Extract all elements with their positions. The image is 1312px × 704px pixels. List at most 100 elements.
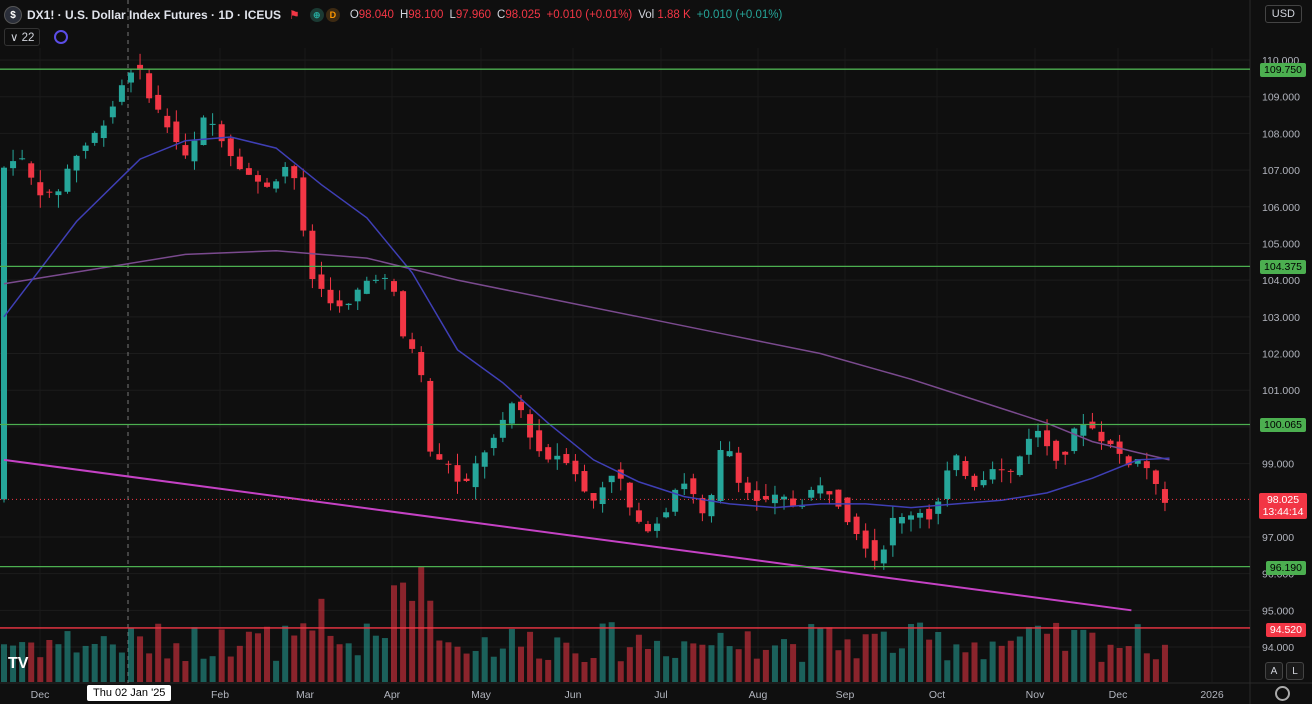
- volume-bar: [381, 638, 388, 682]
- candle-body: [218, 124, 225, 142]
- candle-body: [155, 94, 162, 110]
- candle-body: [409, 339, 416, 349]
- volume-bar: [427, 600, 434, 682]
- candle-body: [1, 167, 7, 500]
- candle-body: [91, 132, 98, 143]
- volume-bar: [409, 600, 416, 682]
- volume-bar: [37, 657, 44, 682]
- volume-bar: [1089, 632, 1096, 682]
- y-tick-label: 103.000: [1262, 312, 1300, 324]
- volume-bar: [1025, 627, 1032, 682]
- candle-body: [753, 490, 760, 501]
- candle-body: [363, 280, 370, 294]
- candle-body: [853, 516, 860, 535]
- volume-bar: [635, 634, 642, 682]
- candle-body: [889, 517, 896, 546]
- y-tick-label: 107.000: [1262, 165, 1300, 177]
- candle-body: [1071, 428, 1078, 452]
- moving-average-fast: [3, 136, 1170, 509]
- candle-body: [1034, 430, 1041, 438]
- candle-body: [998, 469, 1005, 471]
- volume-bar: [735, 649, 742, 682]
- candle-body: [381, 277, 388, 279]
- volume-bar: [1107, 644, 1114, 682]
- candle-body: [608, 475, 615, 483]
- candle-body: [37, 182, 44, 196]
- candle-body: [572, 460, 579, 475]
- volume-bar: [527, 631, 534, 682]
- chart-header: $ DX1! · U.S. Dollar Index Futures · 1D …: [4, 4, 782, 26]
- exchange-badge-icon[interactable]: ⊕: [309, 8, 324, 22]
- candle-body: [862, 530, 869, 549]
- candle-body: [672, 489, 679, 512]
- candle-body: [1080, 424, 1087, 436]
- volume-bar: [436, 640, 443, 682]
- delayed-badge-icon[interactable]: D: [325, 8, 340, 22]
- candle-body: [499, 419, 506, 438]
- log-scale-button[interactable]: L: [1286, 662, 1304, 680]
- y-tick-label: 106.000: [1262, 202, 1300, 214]
- volume-bar: [708, 645, 715, 682]
- currency-selector[interactable]: USD: [1264, 5, 1302, 23]
- volume-bar: [454, 646, 461, 682]
- volume-bar: [463, 653, 470, 682]
- candle-body: [681, 483, 688, 490]
- volume-bar: [962, 652, 969, 682]
- volume-bar: [644, 648, 651, 682]
- volume-bar: [1125, 646, 1132, 682]
- candle-body: [291, 166, 298, 179]
- candle-body: [626, 482, 633, 508]
- volume-bar: [73, 652, 80, 682]
- candle-body: [318, 274, 325, 289]
- volume-bar: [173, 643, 180, 682]
- volume-bar: [291, 635, 298, 682]
- indicator-toggle-button[interactable]: ∨ 22: [4, 28, 41, 46]
- volume-bar: [236, 645, 243, 682]
- y-tick-label: 105.000: [1262, 238, 1300, 250]
- y-tick-label: 97.000: [1262, 532, 1294, 544]
- tradingview-logo[interactable]: TV: [8, 655, 29, 672]
- volume-bar: [137, 636, 144, 682]
- volume-bar: [590, 658, 597, 682]
- volume-bar: [1007, 640, 1014, 682]
- symbol-title[interactable]: DX1! · U.S. Dollar Index Futures · 1D · …: [27, 8, 282, 22]
- volume-bar: [998, 645, 1005, 682]
- volume-bar: [690, 643, 697, 682]
- volume-bar: [64, 631, 71, 682]
- auto-scale-button[interactable]: A: [1265, 662, 1283, 680]
- candle-body: [880, 549, 887, 564]
- candle-body: [236, 156, 243, 170]
- volume-bar: [354, 655, 361, 682]
- candle-body: [599, 487, 606, 505]
- volume-bar: [1, 644, 7, 682]
- candle-body: [644, 524, 651, 532]
- volume-bar: [989, 641, 996, 682]
- volume-bar: [55, 644, 62, 682]
- volume-bar: [654, 640, 661, 682]
- candle-body: [1053, 440, 1060, 461]
- indicator-circle-icon[interactable]: [54, 30, 69, 44]
- candle-body: [654, 523, 661, 531]
- volume-bar: [699, 644, 706, 682]
- volume-bar: [517, 646, 524, 682]
- volume-bar: [300, 623, 307, 682]
- flag-icon[interactable]: ⚑: [289, 8, 300, 22]
- candle-body: [527, 414, 534, 438]
- volume-bar: [19, 642, 26, 682]
- candle-body: [418, 352, 425, 376]
- volume-bar: [672, 657, 679, 682]
- candle-body: [400, 291, 407, 337]
- volume-bar: [200, 658, 207, 682]
- candle-body: [690, 478, 697, 495]
- candle-body: [19, 158, 26, 160]
- candle-body: [55, 191, 62, 196]
- candle-body: [28, 163, 35, 178]
- x-tick-label: Apr: [384, 689, 401, 701]
- volume-bar: [762, 649, 769, 682]
- dollar-symbol-icon[interactable]: $: [4, 6, 22, 24]
- candle-body: [354, 289, 361, 302]
- volume-bar: [790, 644, 797, 682]
- candle-body: [137, 64, 144, 70]
- settings-gear-icon[interactable]: [1275, 686, 1290, 701]
